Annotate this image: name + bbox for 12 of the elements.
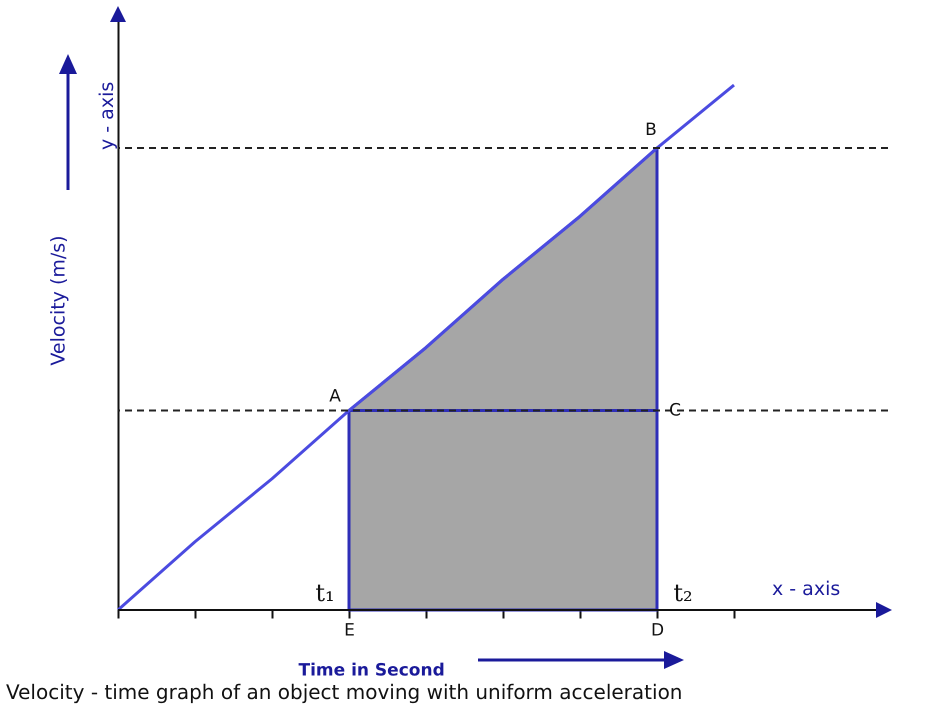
annotation: C (669, 400, 681, 421)
x-tick-label: D (650, 620, 664, 640)
y-axis-title: Velocity (m/s) (48, 235, 70, 366)
x-tick-label: E (344, 620, 355, 640)
annotation: A (329, 386, 342, 407)
annotation: B (645, 120, 657, 140)
annotation: y - axis (96, 82, 118, 150)
annotation: t₂ (673, 579, 693, 607)
text: Velocity - time graph of an object moving with uniform acceleration (6, 680, 682, 704)
annotation: x - axis (772, 578, 840, 600)
annotation: t₁ (315, 579, 335, 607)
x-axis-title: Time in Second (298, 660, 445, 680)
